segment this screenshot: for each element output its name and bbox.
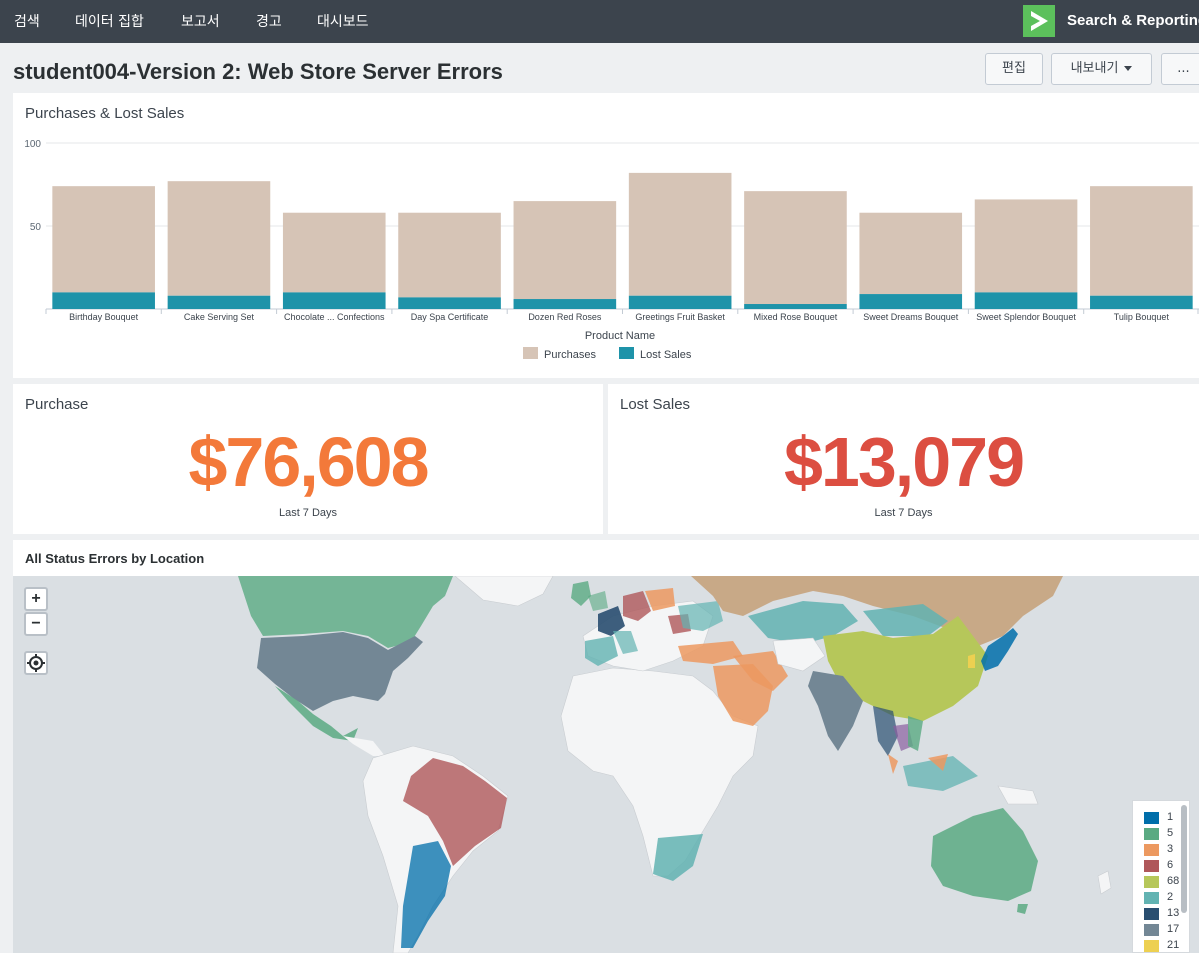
- legend-item: 2: [1133, 891, 1189, 907]
- legend-item: 68: [1133, 875, 1189, 891]
- legend-swatch: [1144, 924, 1159, 936]
- legend-label: Lost Sales: [640, 349, 692, 361]
- top-nav-bar: 검색 데이터 집합 보고서 경고 대시보드 Search & Reporting: [0, 0, 1199, 43]
- x-tick-label: Birthday Bouquet: [69, 312, 139, 322]
- nav-reports[interactable]: 보고서: [181, 14, 220, 30]
- map-panel-title: All Status Errors by Location: [25, 551, 205, 566]
- legend-item: 13: [1133, 907, 1189, 923]
- bar-lost-sales: [282, 292, 386, 309]
- legend-swatch: [1144, 812, 1159, 824]
- legend-swatch: [1144, 892, 1159, 904]
- zoom-out-button[interactable]: −: [24, 612, 48, 636]
- bar-purchases: [167, 181, 271, 296]
- bar-lost-sales: [1090, 295, 1193, 309]
- lost-sales-panel: Lost Sales $13,079 Last 7 Days: [608, 384, 1199, 534]
- legend-swatch: [1144, 828, 1159, 840]
- bar-lost-sales: [398, 297, 501, 309]
- export-label: 내보내기: [1070, 61, 1119, 76]
- bar-purchases: [1090, 186, 1193, 296]
- x-tick-label: Sweet Dreams Bouquet: [863, 312, 959, 322]
- purchase-panel-title: Purchase: [25, 396, 89, 413]
- choropleth-map[interactable]: + − 1 5 3 6 68 2 13 17 21: [13, 576, 1199, 953]
- legend-item: 1: [1133, 811, 1189, 827]
- legend-label: 2: [1167, 891, 1174, 903]
- x-tick-label: Cake Serving Set: [184, 312, 255, 322]
- map-panel: All Status Errors by Location: [13, 540, 1199, 953]
- legend-swatch: [1144, 844, 1159, 856]
- x-tick-label: Tulip Bouquet: [1114, 312, 1170, 322]
- bar-purchases: [282, 212, 386, 293]
- crosshair-icon: [27, 654, 45, 672]
- bar-purchases: [744, 191, 847, 305]
- x-tick-label: Greetings Fruit Basket: [635, 312, 725, 322]
- stacked-bar-chart: 100 50 Birthday Bouquet Cake Serving Set Cho…: [24, 139, 1199, 361]
- locate-button[interactable]: [24, 651, 48, 675]
- x-axis-title: Product Name: [585, 330, 655, 342]
- legend-item: 5: [1133, 827, 1189, 843]
- app-logo-icon[interactable]: [1023, 5, 1055, 37]
- y-tick-label: 50: [30, 222, 42, 233]
- y-tick-label: 100: [24, 139, 41, 150]
- bar-purchases: [628, 172, 732, 296]
- legend-label: 5: [1167, 827, 1174, 839]
- legend-item: 6: [1133, 859, 1189, 875]
- bar-lost-sales: [974, 292, 1078, 309]
- more-button[interactable]: ...: [1161, 53, 1199, 85]
- legend-label: 13: [1167, 907, 1180, 919]
- purchase-panel: Purchase $76,608 Last 7 Days: [13, 384, 603, 534]
- legend-label: 3: [1167, 843, 1174, 855]
- legend-swatch: [1144, 908, 1159, 920]
- legend-swatch: [1144, 876, 1159, 888]
- nav-alerts[interactable]: 경고: [256, 14, 282, 30]
- export-button[interactable]: 내보내기: [1051, 53, 1152, 85]
- nav-dashboards[interactable]: 대시보드: [317, 14, 369, 30]
- bar-purchases: [52, 186, 155, 293]
- chart-panel: Purchases & Lost Sales 100 50 Birthday Bou…: [13, 93, 1199, 378]
- bar-purchases: [859, 212, 963, 295]
- app-name[interactable]: Search & Reporting: [1067, 12, 1199, 29]
- legend-item: 17: [1133, 923, 1189, 939]
- x-tick-label: Sweet Splendor Bouquet: [976, 312, 1076, 322]
- bar-purchases: [513, 201, 617, 300]
- legend-label: 68: [1167, 875, 1180, 887]
- bar-lost-sales: [513, 299, 617, 309]
- lost-sales-under-label: Last 7 Days: [874, 507, 933, 519]
- legend-item: 3: [1133, 843, 1189, 859]
- legend-swatch: [1144, 860, 1159, 872]
- legend-swatch: [619, 347, 634, 359]
- x-tick-label: Dozen Red Roses: [528, 312, 602, 322]
- bar-lost-sales: [859, 294, 963, 309]
- edit-button[interactable]: 편집: [985, 53, 1043, 85]
- bar-lost-sales: [628, 295, 732, 309]
- purchase-under-label: Last 7 Days: [278, 507, 338, 519]
- legend-label: 21: [1167, 939, 1180, 951]
- lost-sales-value: $13,079: [783, 423, 1025, 501]
- dashboard-title: student004-Version 2: Web Store Server E…: [13, 59, 503, 84]
- lost-sales-panel-title: Lost Sales: [620, 396, 691, 413]
- legend-label: 17: [1167, 923, 1180, 935]
- chart-panel-title: Purchases & Lost Sales: [25, 105, 185, 122]
- bar-purchases: [398, 212, 501, 298]
- legend-label: Purchases: [544, 349, 596, 361]
- nav-search[interactable]: 검색: [14, 14, 40, 30]
- purchase-value: $76,608: [188, 423, 429, 501]
- legend-item: 21: [1133, 939, 1189, 953]
- x-tick-label: Day Spa Certificate: [411, 312, 489, 322]
- map-legend: 1 5 3 6 68 2 13 17 21: [1132, 800, 1190, 953]
- bar-purchases: [974, 199, 1078, 293]
- legend-label: 6: [1167, 859, 1174, 871]
- legend-swatch: [523, 347, 538, 359]
- x-tick-label: Mixed Rose Bouquet: [754, 312, 838, 322]
- chevron-down-icon: [1124, 66, 1133, 71]
- nav-datasets[interactable]: 데이터 집합: [75, 14, 144, 30]
- x-tick-label: Chocolate ... Confections: [284, 312, 385, 322]
- bar-lost-sales: [167, 295, 271, 309]
- legend-swatch: [1144, 940, 1159, 952]
- world-map-shapes: [238, 576, 1112, 953]
- bar-lost-sales: [52, 292, 155, 309]
- bar-lost-sales: [744, 304, 847, 309]
- legend-scrollbar[interactable]: [1181, 805, 1187, 913]
- zoom-in-button[interactable]: +: [24, 587, 48, 611]
- legend-label: 1: [1167, 811, 1174, 823]
